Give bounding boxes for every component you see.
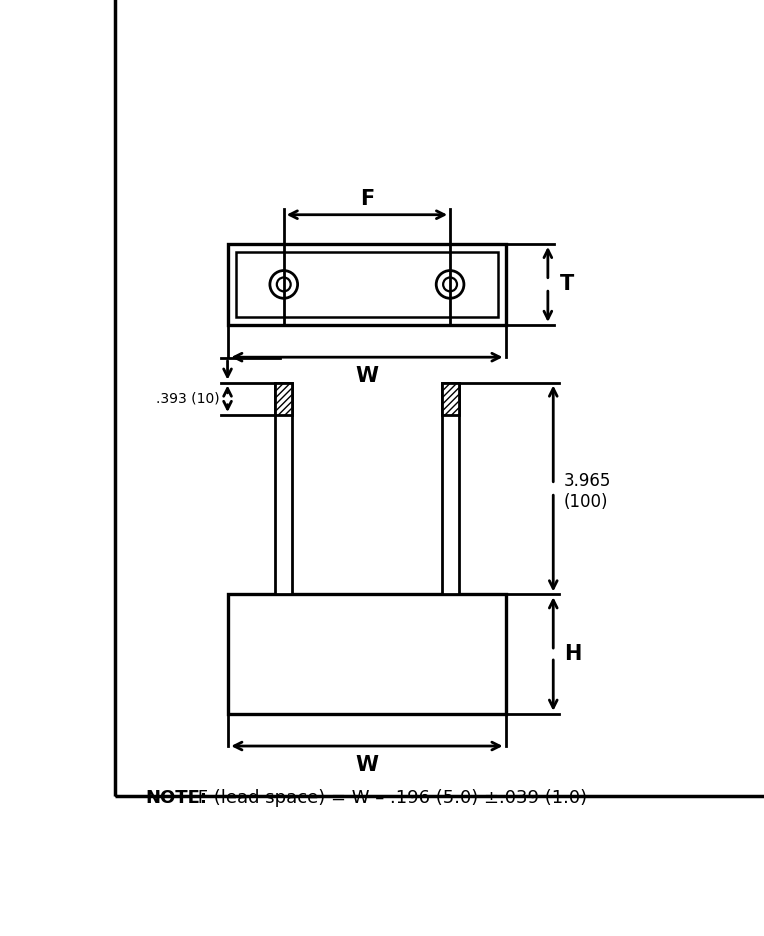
- Bar: [228, 244, 506, 325]
- Bar: [275, 383, 292, 415]
- Bar: [275, 383, 292, 594]
- Text: W: W: [355, 366, 378, 387]
- Circle shape: [436, 271, 464, 299]
- Text: NOTE:: NOTE:: [145, 789, 207, 808]
- Circle shape: [277, 277, 290, 291]
- Text: T: T: [559, 274, 574, 295]
- Text: W: W: [355, 755, 378, 775]
- Text: F (lead space) = W – .196 (5.0) ±.039 (1.0): F (lead space) = W – .196 (5.0) ±.039 (1…: [192, 789, 588, 808]
- Text: F: F: [360, 188, 374, 209]
- Circle shape: [270, 271, 298, 299]
- Bar: [228, 594, 506, 713]
- Text: .393 (10): .393 (10): [156, 392, 220, 406]
- Bar: [236, 252, 498, 317]
- Bar: [442, 383, 458, 415]
- Circle shape: [443, 277, 457, 291]
- Bar: [442, 383, 458, 594]
- Text: 3.965: 3.965: [564, 472, 611, 490]
- Text: (100): (100): [564, 493, 609, 511]
- Text: H: H: [564, 644, 581, 664]
